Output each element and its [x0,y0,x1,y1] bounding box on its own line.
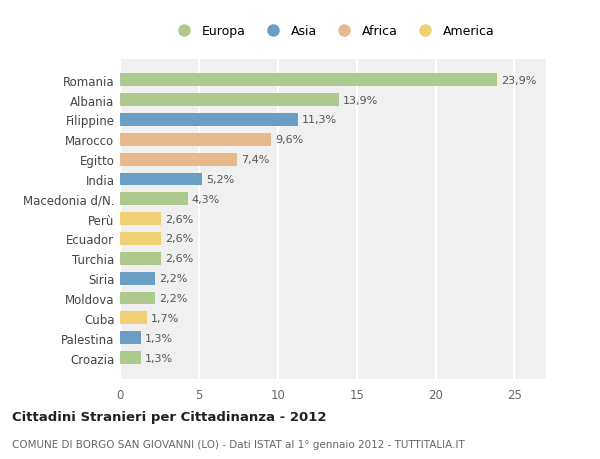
Bar [120,252,161,265]
Text: 1,3%: 1,3% [145,353,173,363]
Bar [120,213,161,226]
Bar [120,292,155,305]
Bar [120,312,147,325]
Bar [120,272,155,285]
Text: 1,3%: 1,3% [145,333,173,343]
Bar [120,74,497,87]
Text: 2,6%: 2,6% [165,214,193,224]
Bar [120,94,340,107]
Bar [120,193,188,206]
Text: 2,6%: 2,6% [165,234,193,244]
Bar [120,351,140,364]
Bar [120,173,202,186]
Text: 13,9%: 13,9% [343,95,379,106]
Text: 7,4%: 7,4% [241,155,269,165]
Text: 2,2%: 2,2% [158,274,187,284]
Text: 5,2%: 5,2% [206,174,234,185]
Bar [120,331,140,344]
Text: 4,3%: 4,3% [192,195,220,204]
Text: 2,2%: 2,2% [158,293,187,303]
Text: 1,7%: 1,7% [151,313,179,323]
Legend: Europa, Asia, Africa, America: Europa, Asia, Africa, America [168,21,498,42]
Text: Cittadini Stranieri per Cittadinanza - 2012: Cittadini Stranieri per Cittadinanza - 2… [12,410,326,423]
Bar [120,153,237,166]
Bar [120,114,298,127]
Bar [120,233,161,246]
Text: COMUNE DI BORGO SAN GIOVANNI (LO) - Dati ISTAT al 1° gennaio 2012 - TUTTITALIA.I: COMUNE DI BORGO SAN GIOVANNI (LO) - Dati… [12,440,465,449]
Text: 2,6%: 2,6% [165,254,193,264]
Text: 11,3%: 11,3% [302,115,337,125]
Text: 23,9%: 23,9% [501,76,536,85]
Bar [120,134,271,146]
Text: 9,6%: 9,6% [275,135,304,145]
